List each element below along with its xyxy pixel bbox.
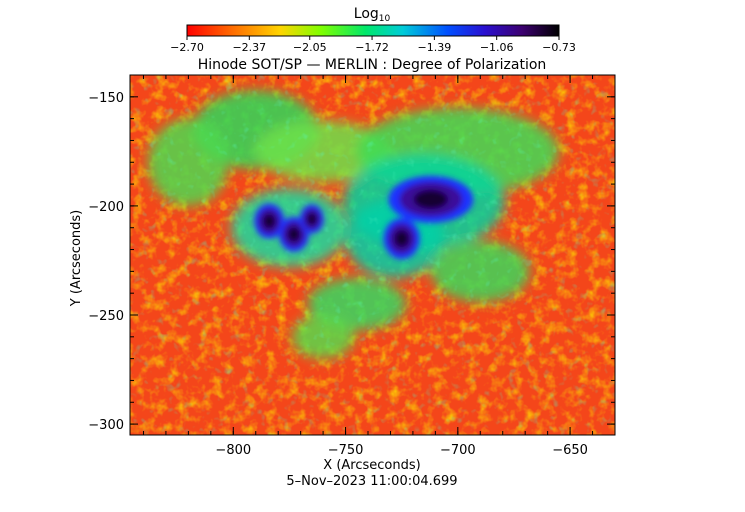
umbra-core: [394, 230, 409, 247]
colorbar-tick-label: −2.37: [232, 41, 266, 54]
colorbar-tick-label: −1.06: [480, 41, 514, 54]
chart-title: Hinode SOT/SP — MERLIN : Degree of Polar…: [198, 57, 547, 73]
x-tick-label: −800: [215, 443, 251, 458]
x-tick-label: −650: [552, 443, 588, 458]
umbra-core: [288, 227, 300, 241]
x-axis-label: X (Arcseconds): [323, 458, 420, 473]
umbra-core: [414, 190, 449, 209]
y-tick-label: −250: [88, 309, 124, 324]
x-tick-label: −750: [328, 443, 364, 458]
x-tick-label: −700: [440, 443, 476, 458]
y-axis-label: Y (Arcseconds): [69, 210, 84, 307]
colorbar: Log10: [170, 6, 576, 54]
colorbar-tick-label: −2.70: [170, 41, 204, 54]
colorbar-label: Log10: [354, 6, 391, 24]
y-tick-label: −150: [88, 91, 124, 106]
umbra-core: [263, 214, 275, 228]
map-texture-green: [130, 75, 615, 435]
y-tick-label: −200: [88, 200, 124, 215]
colorbar-tick-label: −1.39: [418, 41, 452, 54]
y-tick-label: −300: [88, 418, 124, 433]
colorbar-tick-label: −2.05: [293, 41, 327, 54]
colorbar-tick-label: −1.72: [355, 41, 389, 54]
umbra-core: [307, 213, 317, 225]
polarization-map: [130, 75, 615, 435]
timestamp: 5–Nov–2023 11:00:04.699: [286, 474, 457, 489]
colorbar-gradient: [187, 25, 559, 36]
colorbar-tick-label: −0.73: [542, 41, 576, 54]
